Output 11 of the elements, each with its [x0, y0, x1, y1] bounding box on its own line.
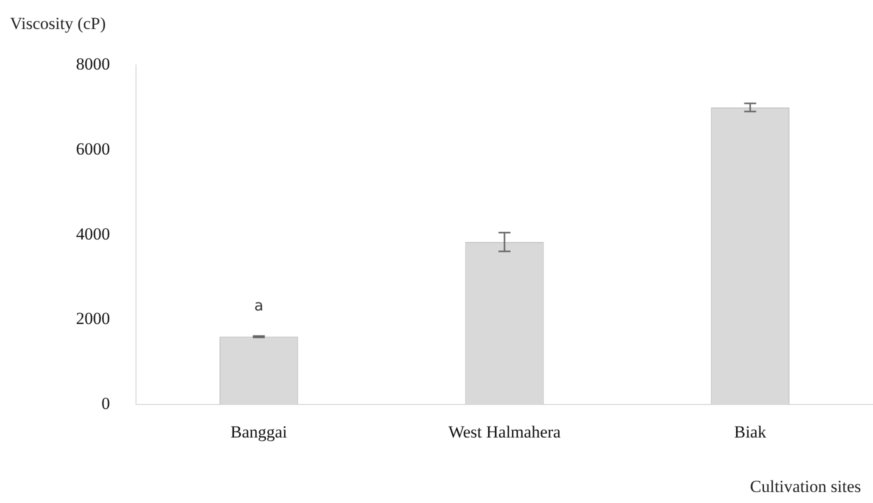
y-tick-label: 4000	[76, 224, 110, 244]
y-tick-label: 2000	[76, 309, 110, 328]
annotation: a	[254, 296, 264, 315]
x-tick-label: Banggai	[230, 422, 288, 442]
x-axis-title: Cultivation sites	[750, 477, 861, 497]
y-tick-label: 8000	[76, 54, 110, 74]
x-tick-label: Biak	[734, 422, 767, 442]
x-tick-label: West Halmahera	[448, 422, 562, 442]
y-tick-label: 6000	[76, 139, 110, 158]
y-tick-label: 0	[102, 394, 110, 414]
y-axis-title: Viscosity (cP)	[10, 14, 106, 34]
